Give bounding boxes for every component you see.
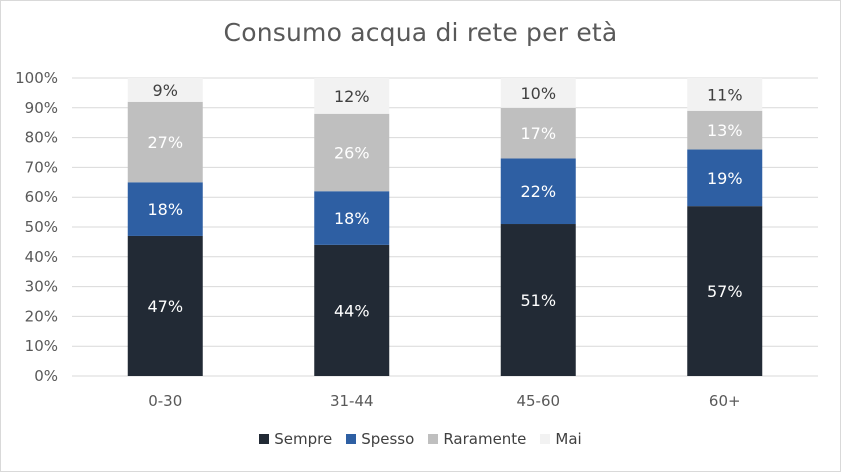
legend-swatch [259, 434, 270, 444]
data-label: 18% [334, 209, 370, 228]
y-tick-label: 90% [25, 99, 58, 117]
bar-segment [500, 158, 576, 225]
bar-segment [127, 78, 203, 102]
legend-swatch [428, 434, 439, 444]
data-label: 18% [147, 200, 183, 219]
bar-segment [687, 206, 763, 376]
chart-title: Consumo acqua di rete per età [223, 18, 618, 47]
legend-item: Raramente [428, 430, 526, 448]
bar-segment [127, 235, 203, 376]
data-label: 19% [707, 169, 743, 188]
data-label: 47% [147, 297, 183, 316]
legend-label: Raramente [443, 430, 527, 448]
bar-segment [314, 191, 390, 245]
data-label: 12% [334, 87, 370, 106]
y-tick-label: 0% [34, 367, 58, 385]
y-tick-label: 100% [15, 69, 58, 87]
data-label: 13% [707, 121, 743, 140]
y-tick-label: 60% [25, 188, 58, 206]
data-label: 44% [334, 301, 370, 320]
legend-swatch [540, 434, 551, 444]
chart-legend: Sempre Spesso Raramente Mai [0, 430, 841, 448]
legend-item: Sempre [259, 430, 332, 448]
x-tick-label: 45-60 [516, 392, 560, 410]
legend-swatch [346, 434, 357, 444]
y-tick-label: 10% [25, 337, 58, 355]
legend-item: Spesso [346, 430, 414, 448]
data-label: 27% [147, 133, 183, 152]
bar-segment [687, 149, 763, 207]
legend-label: Mai [555, 430, 582, 448]
bar-segment [687, 78, 763, 111]
bar-segment [314, 113, 390, 192]
bar-segment [500, 224, 576, 376]
bar-segment [500, 78, 576, 108]
y-tick-label: 20% [25, 307, 58, 325]
data-label: 57% [707, 282, 743, 301]
data-label: 26% [334, 144, 370, 163]
data-label: 22% [520, 182, 556, 201]
y-tick-label: 50% [25, 218, 58, 236]
bar-segment [127, 182, 203, 236]
y-tick-label: 30% [25, 278, 58, 296]
data-label: 9% [153, 81, 178, 100]
bar-segment [687, 110, 763, 150]
bar-segment [500, 107, 576, 159]
data-label: 11% [707, 85, 743, 104]
y-tick-label: 80% [25, 129, 58, 147]
data-label: 51% [520, 291, 556, 310]
x-tick-label: 31-44 [330, 392, 374, 410]
y-tick-label: 70% [25, 158, 58, 176]
legend-label: Spesso [361, 430, 415, 448]
data-label: 17% [520, 124, 556, 143]
x-tick-label: 0-30 [148, 392, 182, 410]
data-label: 10% [520, 84, 556, 103]
y-tick-label: 40% [25, 248, 58, 266]
bar-segment [314, 244, 390, 376]
x-tick-label: 60+ [709, 392, 741, 410]
bar-segment [314, 78, 390, 114]
legend-label: Sempre [274, 430, 333, 448]
legend-item: Mai [540, 430, 582, 448]
bar-segment [127, 101, 203, 183]
